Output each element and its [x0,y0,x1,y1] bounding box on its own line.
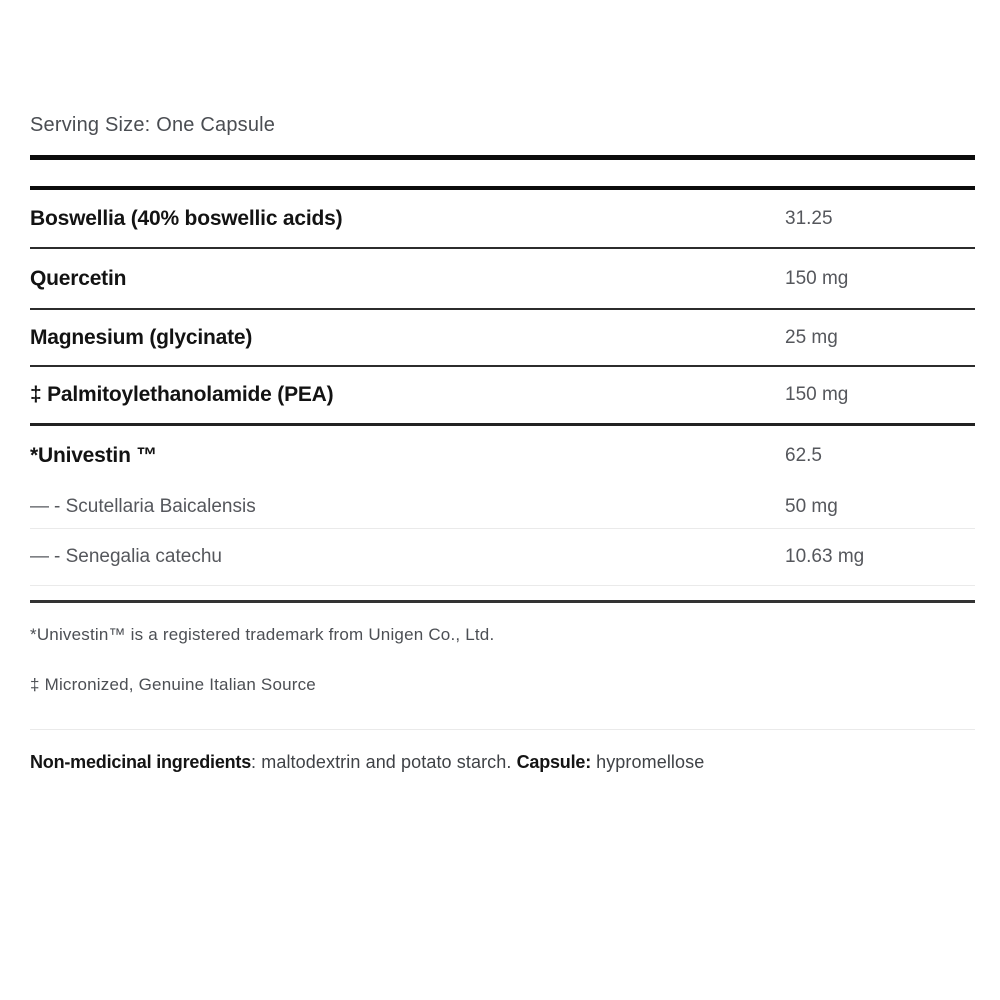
ingredient-amount: 25 mg [785,326,838,348]
ingredient-amount: 62.5 [785,445,822,466]
divider-section-end [30,600,975,603]
non-medicinal-text: maltodextrin and potato starch. [261,752,517,772]
sub-ingredient-label: - Scutellaria Baicalensis [54,496,256,517]
ingredient-name: Boswellia (40% boswellic acids) [30,206,343,230]
ingredient-amount: 10.63 mg [785,546,865,567]
ingredient-amount: 31.25 [785,207,833,229]
footnote-micronized: ‡ Micronized, Genuine Italian Source [30,675,316,694]
non-medicinal-ingredients: Non-medicinal ingredients: maltodextrin … [30,752,975,773]
non-medicinal-separator: : [251,752,262,772]
divider-heavy-header [30,186,975,190]
capsule-label: Capsule: [516,752,592,772]
ingredients-table: Boswellia (40% boswellic acids) 31.25 Qu… [30,190,975,586]
dash-prefix: — [30,496,49,517]
row-divider-light [30,528,975,529]
ingredient-name: Magnesium (glycinate) [30,325,253,349]
serving-size-text: Serving Size: One Capsule [30,114,276,136]
row-divider [30,365,975,367]
dash-prefix: — [30,546,49,567]
divider-light-bottom [30,729,975,730]
row-divider [30,308,975,310]
footnote-univestin: *Univestin™ is a registered trademark fr… [30,625,495,644]
ingredient-name: — - Scutellaria Baicalensis [30,496,785,518]
table-row-senegalia: — - Senegalia catechu 10.63 mg [30,529,975,585]
table-row-univestin: *Univestin ™ 62.5 [30,426,975,486]
table-row-boswellia: Boswellia (40% boswellic acids) 31.25 [30,190,975,247]
row-divider-light [30,585,975,586]
non-medicinal-label: Non-medicinal ingredients [30,752,252,772]
ingredient-name: Quercetin [30,266,127,290]
row-divider [30,247,975,249]
table-row-quercetin: Quercetin 150 mg [30,249,975,308]
ingredient-amount: 150 mg [785,267,849,289]
ingredient-name: ‡ Palmitoylethanolamide (PEA) [30,383,334,406]
sub-ingredient-label: - Senegalia catechu [54,546,222,567]
divider-heavy-top [30,155,975,160]
table-row-magnesium: Magnesium (glycinate) 25 mg [30,310,975,365]
row-divider [30,423,975,426]
ingredient-amount: 50 mg [785,496,838,517]
ingredient-name: — - Senegalia catechu [30,546,785,568]
table-row-pea: ‡ Palmitoylethanolamide (PEA) 150 mg [30,367,975,423]
table-row-scutellaria: — - Scutellaria Baicalensis 50 mg [30,486,975,528]
ingredient-name: *Univestin ™ [30,444,158,467]
capsule-text: hypromellose [591,752,705,772]
ingredient-amount: 150 mg [785,384,849,405]
